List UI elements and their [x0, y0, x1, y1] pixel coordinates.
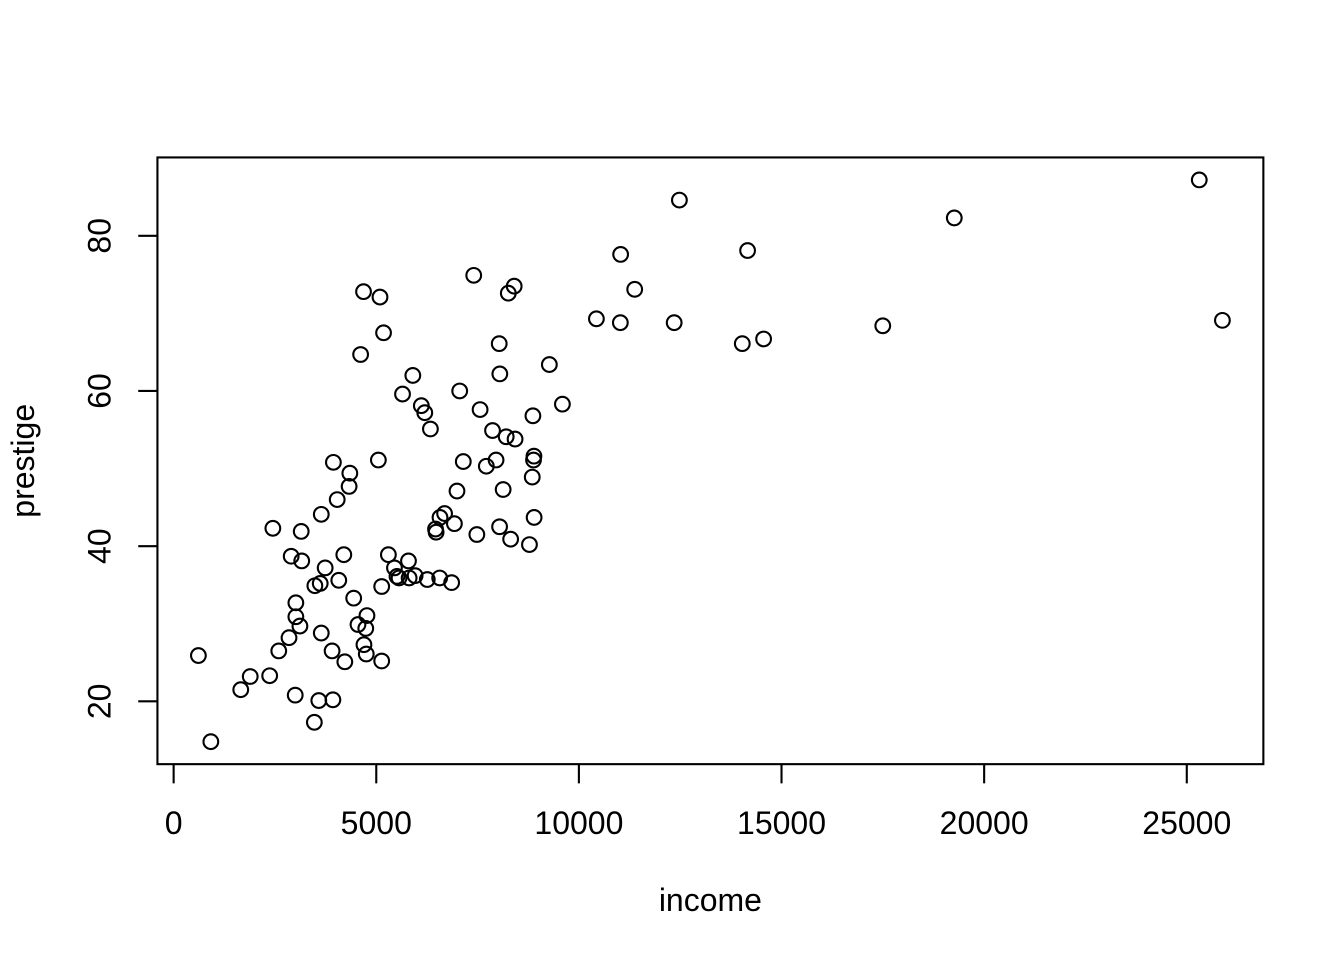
- svg-text:20000: 20000: [940, 805, 1029, 841]
- svg-text:0: 0: [165, 805, 183, 841]
- svg-text:income: income: [659, 882, 762, 918]
- svg-text:20: 20: [82, 684, 118, 720]
- svg-text:5000: 5000: [341, 805, 412, 841]
- svg-text:prestige: prestige: [5, 404, 41, 518]
- svg-text:80: 80: [82, 218, 118, 254]
- svg-text:60: 60: [82, 373, 118, 409]
- svg-text:25000: 25000: [1142, 805, 1231, 841]
- svg-text:40: 40: [82, 528, 118, 564]
- svg-text:15000: 15000: [737, 805, 826, 841]
- svg-text:10000: 10000: [534, 805, 623, 841]
